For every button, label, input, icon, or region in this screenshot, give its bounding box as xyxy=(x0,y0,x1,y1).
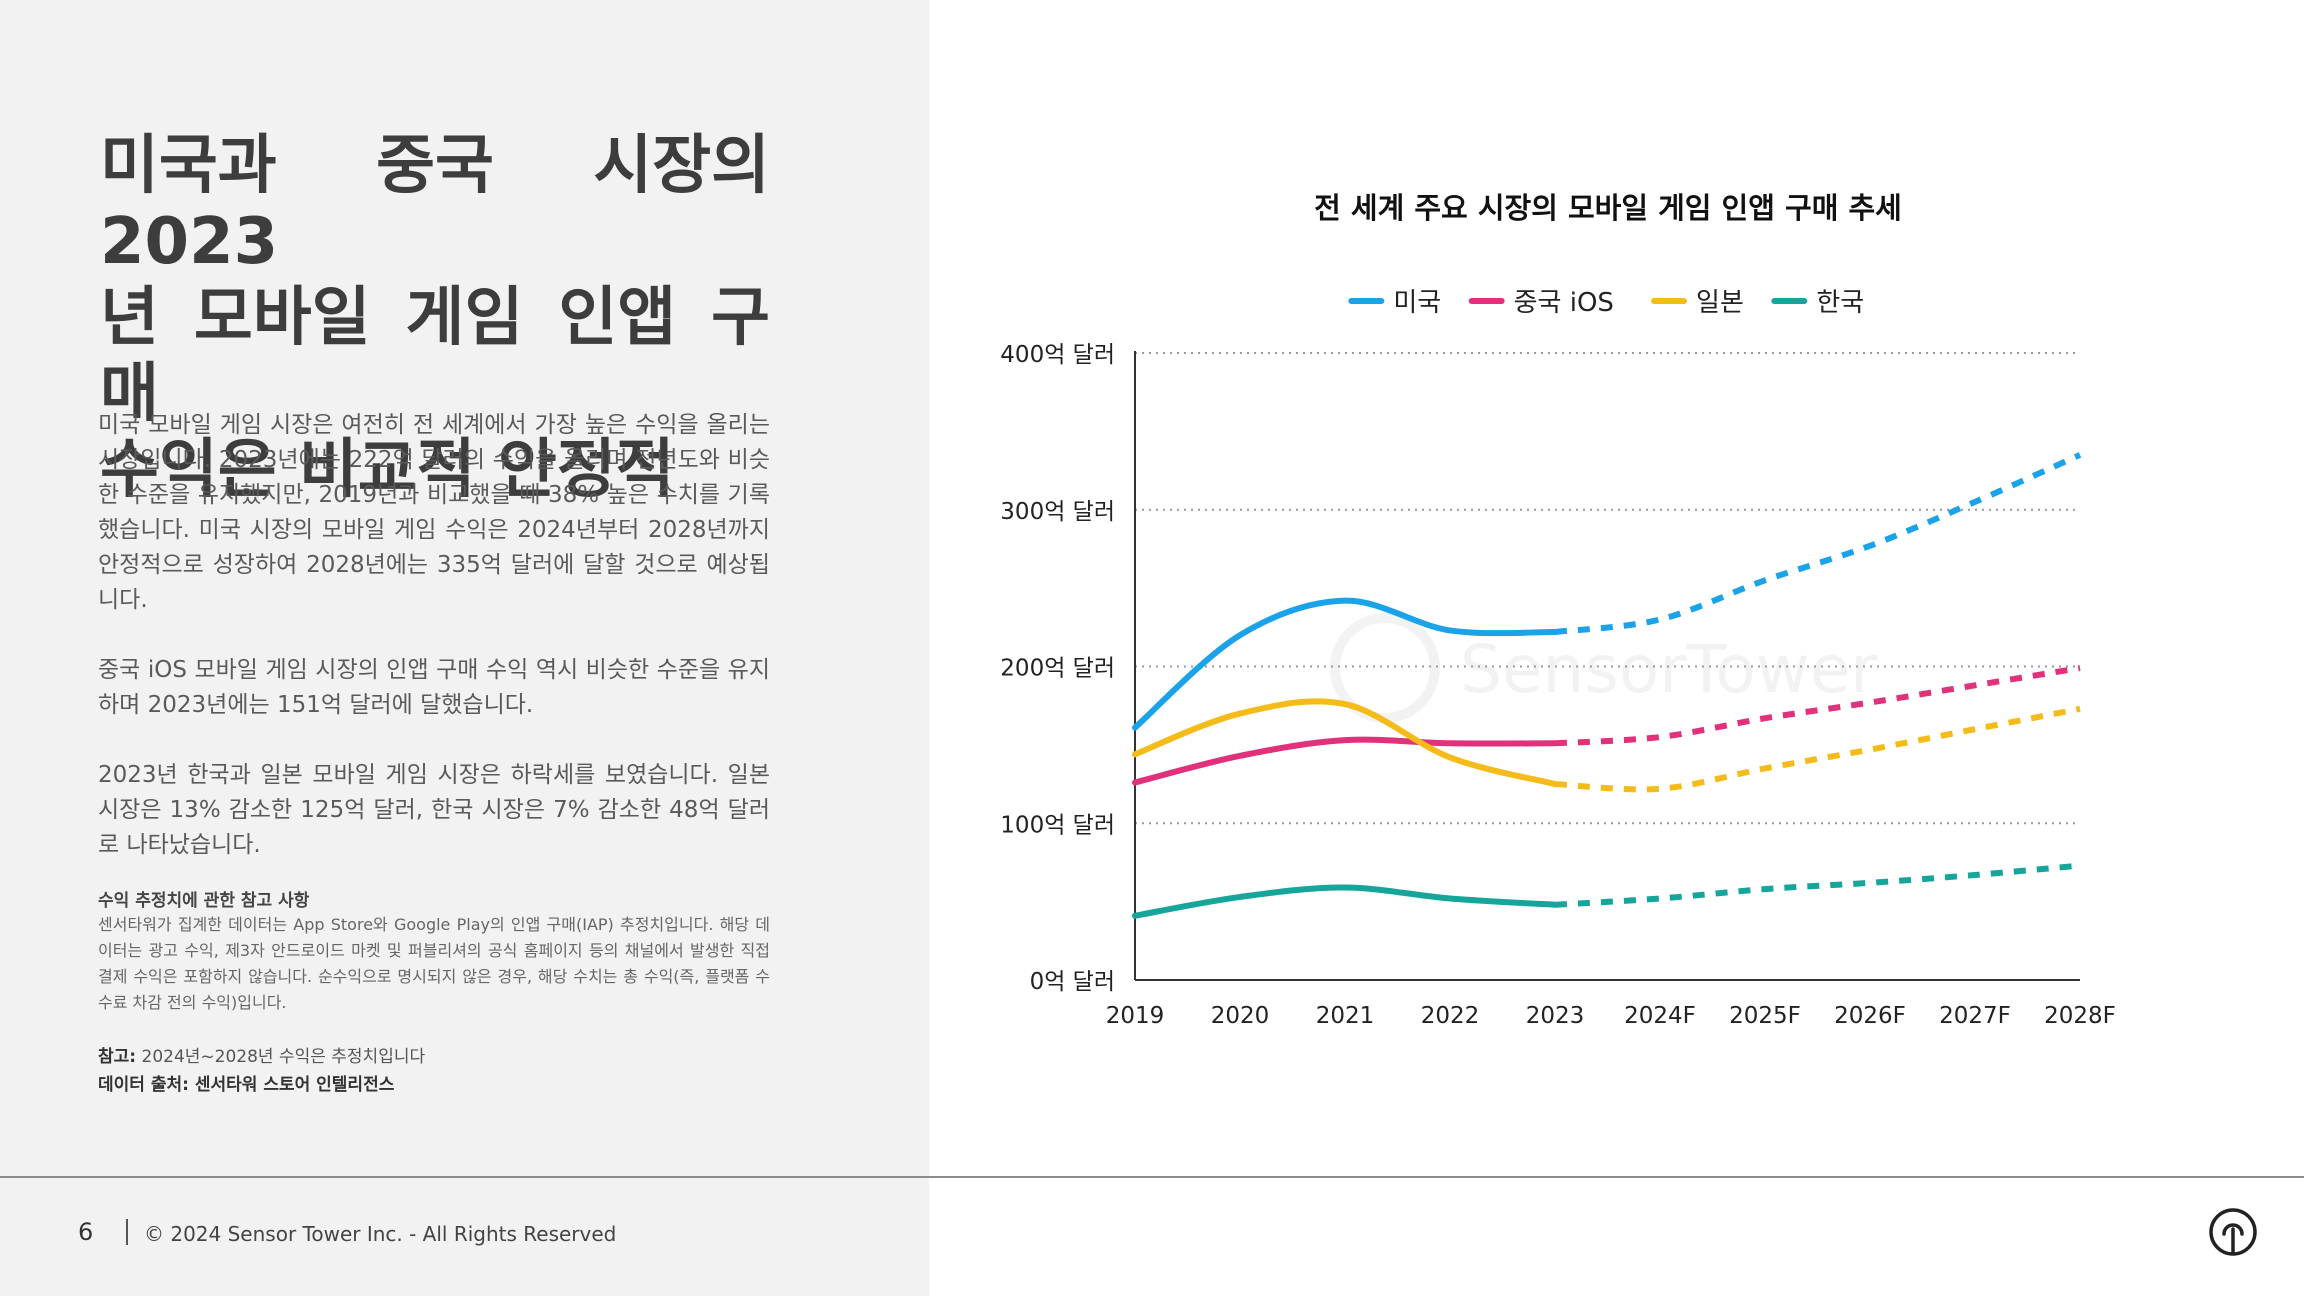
y-tick-label-0: 0억 달러 xyxy=(1030,969,1115,995)
x-tick-label-1: 2020 xyxy=(1211,1003,1270,1029)
page-number: 6 xyxy=(78,1218,94,1246)
page-title: 미국과 중국 시장의 2023 년 모바일 게임 인앱 구매 수익은 비교적 안… xyxy=(100,128,770,508)
legend-label-3: 한국 xyxy=(1816,288,1864,318)
paragraph-china-market: 중국 iOS 모바일 게임 시장의 인앱 구매 수익 역시 비슷한 수준을 유지… xyxy=(98,657,770,718)
series-line-forecast-3 xyxy=(1554,862,2081,908)
series-line-forecast-2 xyxy=(1554,705,2081,793)
series-line-actual-3 xyxy=(1132,884,1558,919)
footer-divider xyxy=(0,1176,2304,1178)
y-tick-label-2: 200억 달러 xyxy=(1000,656,1115,682)
paragraph-us-market: 미국 모바일 게임 시장은 여전히 전 세계에서 가장 높은 수익을 올리는 시… xyxy=(98,412,770,613)
watermark-text: SensorTower xyxy=(1460,631,1878,708)
legend-label-1: 중국 iOS xyxy=(1514,288,1614,318)
x-tick-label-0: 2019 xyxy=(1106,1003,1165,1029)
notes-heading: 수익 추정치에 관한 참고 사항 xyxy=(98,891,310,911)
sensor-tower-logo-icon xyxy=(2209,1208,2257,1256)
reference-note: 참고: 2024년~2028년 수익은 추정치입니다 xyxy=(98,1042,425,1067)
y-tick-label-3: 300억 달러 xyxy=(1000,499,1115,525)
legend-label-2: 일본 xyxy=(1696,288,1744,318)
y-tick-label-4: 400억 달러 xyxy=(1000,342,1115,368)
notes-body: 센서타워가 집계한 데이터는 App Store와 Google Play의 인… xyxy=(98,915,770,1012)
series-line-forecast-0 xyxy=(1554,452,2082,635)
x-tick-label-5: 2024F xyxy=(1624,1003,1696,1029)
x-tick-label-6: 2025F xyxy=(1729,1003,1801,1029)
x-tick-label-3: 2022 xyxy=(1421,1003,1480,1029)
chart-title: 전 세계 주요 시장의 모바일 게임 인앱 구매 추세 xyxy=(1314,191,1902,225)
revenue-trend-chart: SensorTower 전 세계 주요 시장의 모바일 게임 인앱 구매 추세미국… xyxy=(1000,191,2116,1029)
x-tick-label-8: 2027F xyxy=(1939,1003,2011,1029)
watermark: SensorTower xyxy=(1330,613,1878,723)
left-panel xyxy=(0,0,929,1296)
y-tick-label-1: 100억 달러 xyxy=(1000,812,1115,838)
legend-label-0: 미국 xyxy=(1393,288,1441,318)
x-tick-label-7: 2026F xyxy=(1834,1003,1906,1029)
paragraph-korea-japan-market: 2023년 한국과 일본 모바일 게임 시장은 하락세를 보였습니다. 일본 시… xyxy=(98,762,770,858)
title-line-2: 년 모바일 게임 인앱 구매 xyxy=(100,281,770,431)
x-tick-label-4: 2023 xyxy=(1526,1003,1585,1029)
title-line-3: 수익은 비교적 안정적 xyxy=(100,433,675,507)
x-tick-label-9: 2028F xyxy=(2044,1003,2116,1029)
series-line-actual-2 xyxy=(1132,698,1558,788)
series-line-actual-0 xyxy=(1132,597,1558,731)
reference-label: 참고: xyxy=(98,1047,137,1067)
x-tick-label-2: 2021 xyxy=(1316,1003,1375,1029)
footer-separator xyxy=(126,1219,128,1245)
data-source: 데이터 출처: 센서타워 스토어 인텔리전스 xyxy=(98,1075,395,1095)
series-line-forecast-1 xyxy=(1554,665,2081,747)
title-line-1: 미국과 중국 시장의 2023 xyxy=(100,129,770,279)
series-line-actual-1 xyxy=(1132,736,1558,786)
copyright-text: © 2024 Sensor Tower Inc. - All Rights Re… xyxy=(144,1222,617,1246)
reference-text: 2024년~2028년 수익은 추정치입니다 xyxy=(136,1047,426,1067)
